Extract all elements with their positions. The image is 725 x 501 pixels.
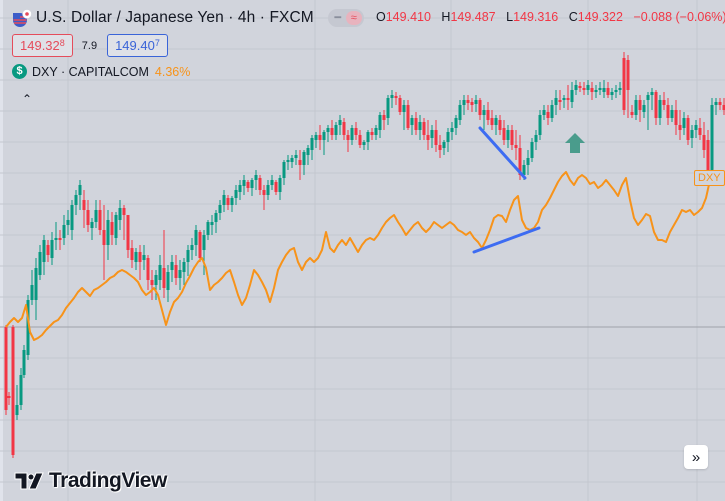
change-value: −0.088 (−0.06%) [633, 10, 725, 24]
compare-symbol[interactable]: DXY · CAPITALCOM [32, 64, 149, 79]
approx-icon[interactable]: ≈ [345, 11, 362, 25]
us-flag-icon [12, 9, 32, 27]
low-value: 149.316 [513, 10, 559, 24]
bid-price-box[interactable]: 149.328 [12, 34, 73, 57]
dxy-price-tag: DXY [694, 170, 725, 186]
series-toggle[interactable]: ━ ≈ [327, 9, 364, 27]
tradingview-logo-icon [14, 472, 44, 490]
symbol-title[interactable]: U.S. Dollar / Japanese Yen · 4h · FXCM [36, 9, 314, 26]
chart-legend: U.S. Dollar / Japanese Yen · 4h · FXCM ━… [12, 8, 364, 79]
compare-change-pct: 4.36% [154, 64, 191, 79]
dollar-icon: $ [12, 64, 27, 79]
tradingview-logo[interactable]: TradingView [14, 469, 167, 493]
logo-text: TradingView [49, 469, 167, 492]
ohlc-values: O149.410 H149.487 L149.316 C149.322 −0.0… [376, 10, 725, 24]
minus-icon[interactable]: ━ [334, 12, 342, 24]
open-value: 149.410 [385, 10, 431, 24]
ask-price-box[interactable]: 149.407 [107, 34, 168, 57]
spread-value: 7.9 [81, 39, 98, 52]
scroll-to-realtime-button[interactable]: » [684, 445, 708, 469]
high-value: 149.487 [450, 10, 496, 24]
chevron-up-icon[interactable]: ⌃ [22, 92, 33, 106]
close-value: 149.322 [577, 10, 623, 24]
double-chevron-right-icon: » [691, 448, 701, 466]
